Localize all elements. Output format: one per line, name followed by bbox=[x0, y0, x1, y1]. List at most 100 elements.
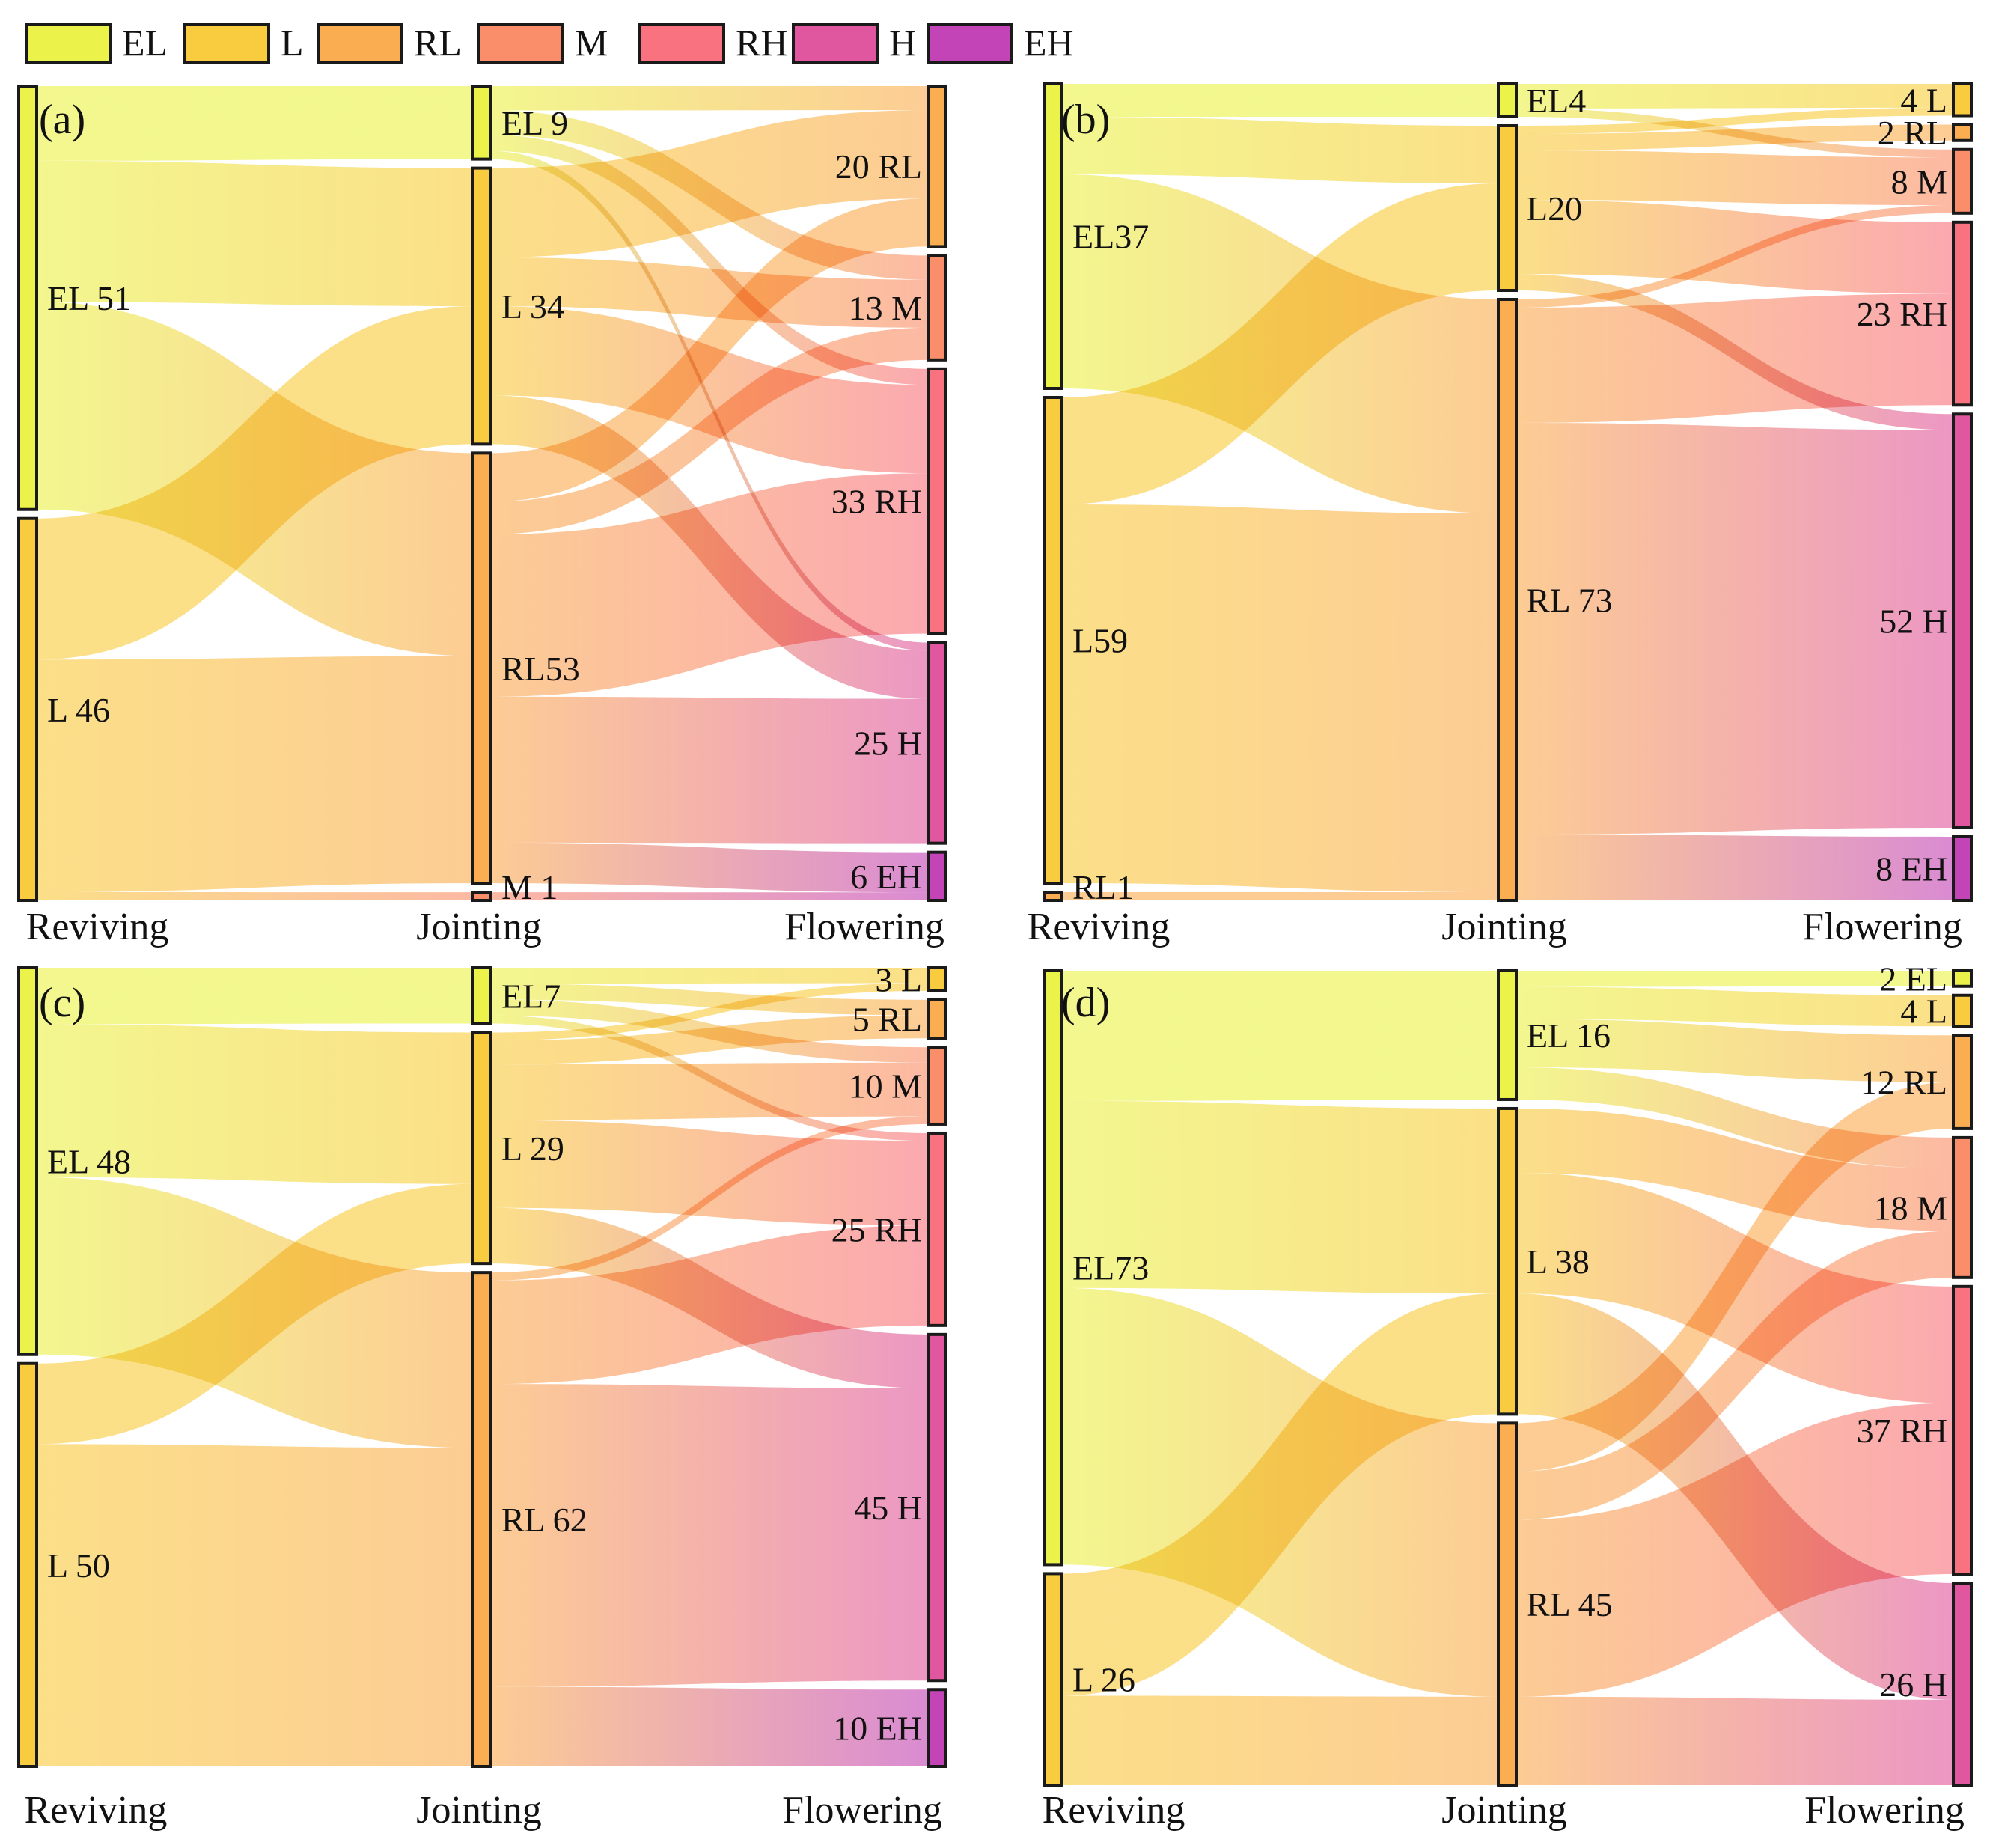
link-rl-to-m bbox=[1516, 1231, 1953, 1520]
link-l-to-rh bbox=[1516, 200, 1953, 294]
node-flowering-rh bbox=[1952, 1284, 1973, 1576]
node-label: 25 H bbox=[854, 725, 922, 763]
link-l-to-m bbox=[491, 1062, 928, 1120]
link-l-to-l bbox=[37, 305, 473, 660]
link-el-to-el bbox=[1516, 971, 1953, 987]
link-el-to-el bbox=[37, 86, 473, 161]
node-reviving-el bbox=[1043, 969, 1063, 1567]
node-label: L59 bbox=[1072, 622, 1128, 660]
stage-label-flowering: Flowering bbox=[1802, 906, 1962, 948]
node-label: 6 EH bbox=[850, 858, 922, 896]
link-el-to-el bbox=[37, 968, 473, 1025]
panel-a: EL 51 L 46 EL 9 L 34 RL53 M 1 20 RL 13 M 33 RH 25… bbox=[17, 85, 947, 948]
node-label: EL 9 bbox=[501, 104, 568, 142]
stage-label-reviving: Reviving bbox=[25, 1789, 168, 1832]
node-label: EL4 bbox=[1527, 82, 1586, 120]
link-el-to-l bbox=[37, 1024, 473, 1184]
node-label: 23 RH bbox=[1857, 295, 1947, 333]
link-rl-to-m bbox=[1516, 205, 1953, 308]
link-rl-to-rl bbox=[491, 198, 928, 502]
node-flowering-rl bbox=[927, 85, 947, 248]
node-label: EL7 bbox=[501, 977, 561, 1015]
node-jointing-l bbox=[471, 1031, 492, 1266]
node-flowering-rl bbox=[927, 998, 947, 1040]
node-label: 33 RH bbox=[831, 483, 922, 521]
link-l-to-rl bbox=[1062, 1695, 1498, 1785]
nodes: EL37 L59 RL1 EL4 L20 RL 73 4 L2 RL 8 M 23 RH 52 H… bbox=[1043, 81, 1973, 906]
stage-label-jointing: Jointing bbox=[416, 1789, 542, 1832]
nodes: EL 51 L 46 EL 9 L 34 RL53 M 1 20 RL 13 M 33 RH 25… bbox=[17, 85, 947, 906]
node-label: L20 bbox=[1527, 189, 1582, 228]
panel-tag: (a) bbox=[39, 97, 85, 143]
link-rl-to-h bbox=[1516, 423, 1953, 835]
node-flowering-m bbox=[927, 254, 947, 362]
node-flowering-h bbox=[1952, 412, 1973, 829]
link-el-to-rl bbox=[491, 86, 928, 111]
link-el-to-el bbox=[1062, 971, 1498, 1101]
node-reviving-rl bbox=[1043, 891, 1063, 902]
node-reviving-el bbox=[1043, 82, 1063, 390]
node-reviving-l bbox=[17, 1361, 38, 1769]
link-l-to-m bbox=[491, 257, 928, 328]
panel-tag: (b) bbox=[1061, 97, 1110, 143]
node-jointing-el bbox=[1497, 969, 1518, 1101]
node-jointing-l bbox=[471, 166, 492, 446]
node-label: 4 L bbox=[1900, 81, 1947, 119]
node-label: L 38 bbox=[1527, 1242, 1590, 1281]
link-rl-to-eh bbox=[1516, 835, 1953, 900]
node-label: L 34 bbox=[501, 287, 564, 326]
node-flowering-rl bbox=[1952, 1034, 1973, 1130]
node-flowering-l bbox=[927, 966, 947, 992]
panel-tag: (c) bbox=[39, 980, 85, 1026]
node-jointing-m bbox=[471, 891, 492, 903]
node-label: 18 M bbox=[1874, 1189, 1947, 1227]
links bbox=[1062, 84, 1953, 900]
stage-label-reviving: Reviving bbox=[1028, 906, 1171, 948]
link-l-to-rl bbox=[37, 1444, 473, 1766]
link-l-to-m bbox=[37, 891, 473, 900]
node-jointing-rl bbox=[471, 1271, 492, 1768]
node-flowering-m bbox=[1952, 147, 1973, 215]
stage-label-reviving: Reviving bbox=[26, 906, 169, 948]
node-label: RL 62 bbox=[501, 1501, 587, 1539]
node-jointing-l bbox=[1497, 124, 1518, 292]
node-label: 12 RL bbox=[1861, 1064, 1947, 1102]
stage-label-jointing: Jointing bbox=[1441, 1789, 1567, 1832]
node-label: RL 45 bbox=[1527, 1585, 1613, 1623]
legend-label-el: EL bbox=[122, 22, 168, 64]
node-label: 45 H bbox=[854, 1489, 922, 1527]
node-flowering-h bbox=[927, 641, 947, 845]
link-rl-to-rh bbox=[1516, 293, 1953, 423]
node-jointing-el bbox=[1497, 82, 1518, 118]
node-jointing-l bbox=[1497, 1106, 1518, 1416]
panel-b: EL37 L59 RL1 EL4 L20 RL 73 4 L2 RL 8 M 23 RH 52 H… bbox=[1028, 81, 1973, 948]
legend-label-m: M bbox=[575, 22, 608, 64]
node-jointing-el bbox=[471, 85, 492, 161]
stage-label-reviving: Reviving bbox=[1043, 1789, 1185, 1832]
node-label: 37 RH bbox=[1857, 1412, 1947, 1450]
link-el-to-l bbox=[491, 968, 928, 984]
link-rl-to-rl bbox=[1516, 1082, 1953, 1472]
node-label: M 1 bbox=[501, 868, 558, 906]
legend: EL L RL M RH H EH bbox=[25, 22, 1074, 64]
link-rl-to-h bbox=[1516, 1696, 1953, 1785]
node-label: 4 L bbox=[1900, 992, 1947, 1031]
link-rl-to-rh bbox=[1516, 1403, 1953, 1697]
node-label: L 26 bbox=[1072, 1661, 1135, 1699]
link-rl-to-h bbox=[491, 1384, 928, 1687]
legend-label-rh: RH bbox=[736, 22, 787, 64]
link-l-to-l bbox=[1516, 107, 1953, 134]
nodes: EL 48 L 50 EL7 L 29 RL 62 3 L5 RL 10 M 25 RH 45 … bbox=[17, 960, 947, 1769]
link-m-to-eh bbox=[491, 892, 928, 900]
panel-c: EL 48 L 50 EL7 L 29 RL 62 3 L5 RL 10 M 25 RH 45 … bbox=[17, 960, 947, 1832]
link-l-to-l bbox=[1062, 1293, 1498, 1696]
node-flowering-eh bbox=[1952, 835, 1973, 903]
link-rl-to-rh bbox=[491, 1225, 928, 1385]
nodes: EL73 L 26 EL 16 L 38 RL 45 2 EL4 L 12 RL 18 M 37… bbox=[1043, 960, 1973, 1787]
node-flowering-rh bbox=[1952, 220, 1973, 407]
legend-swatch-h bbox=[792, 23, 879, 64]
node-label: 2 RL bbox=[1878, 114, 1947, 152]
stage-label-flowering: Flowering bbox=[782, 1789, 942, 1832]
node-label: 2 EL bbox=[1879, 960, 1947, 998]
legend-label-l: L bbox=[281, 22, 304, 64]
